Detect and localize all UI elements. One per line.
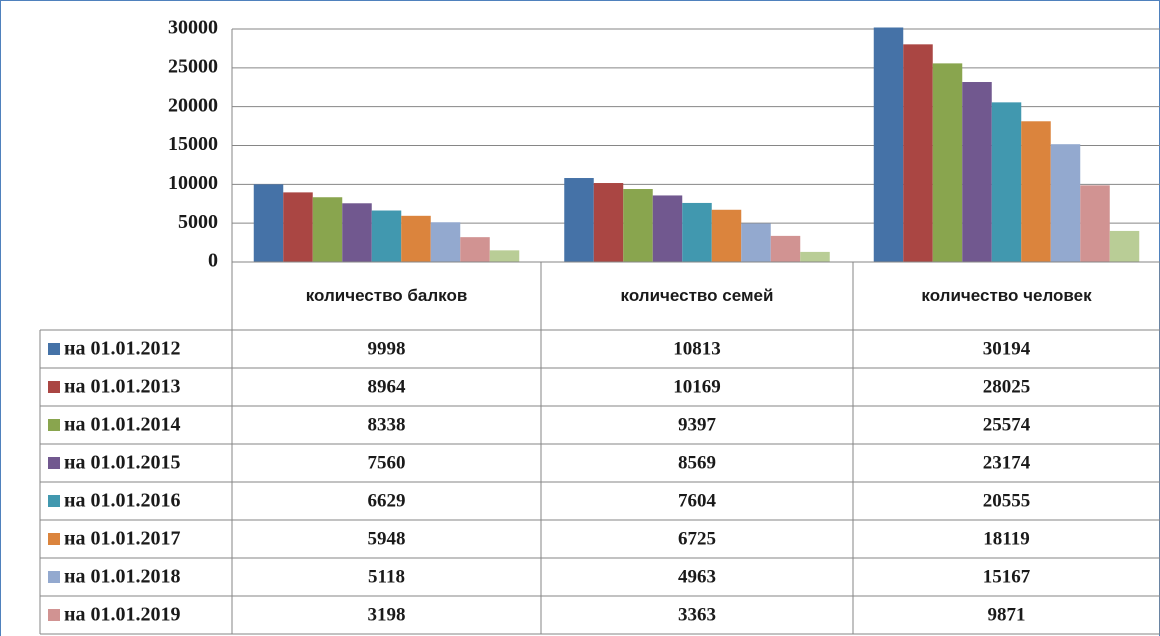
table-value: 30194 [983,338,1031,359]
bar [1109,230,1140,262]
table-value: 18119 [983,528,1029,549]
table-value: 5118 [368,566,405,587]
table-value: 25574 [983,414,1031,435]
legend-swatch [48,609,60,621]
bar [623,189,653,262]
table-value: 15167 [983,566,1031,587]
table-value: 6629 [368,490,406,511]
legend-label: на 01.01.2018 [64,566,181,588]
bar [460,237,490,262]
table-value: 8338 [368,414,406,435]
category-label: количество балков [305,286,468,305]
table-value: 8569 [678,452,716,473]
table-value: 28025 [983,376,1031,397]
bar [873,27,904,262]
bar [401,215,431,262]
legend-swatch [48,457,60,469]
bar [564,178,594,262]
table-value: 10169 [673,376,721,397]
legend-label: на 01.01.2017 [64,528,181,550]
y-tick-label: 30000 [168,17,218,39]
bar [430,222,461,262]
bar [682,202,712,262]
y-tick-label: 25000 [168,55,218,77]
bar [962,82,992,263]
legend-label: на 01.01.2016 [64,490,181,512]
bar [489,250,520,262]
bar [371,210,402,262]
category-label: количество человек [921,286,1092,305]
bar [932,63,963,262]
table-value: 7560 [368,452,406,473]
table-value: 9998 [368,338,406,359]
y-tick-label: 10000 [168,172,218,194]
bar [342,203,372,262]
bar [312,197,343,262]
bar [991,102,1022,262]
bar [652,195,683,262]
bar [711,209,742,262]
legend-label: на 01.01.2014 [64,414,181,436]
y-tick-label: 0 [208,250,218,272]
table-value: 4963 [678,566,716,587]
bar [1021,121,1051,263]
legend-label: на 01.01.2013 [64,376,181,398]
y-tick-label: 15000 [168,133,218,155]
bar [903,44,933,262]
legend-label: на 01.01.2015 [64,452,181,474]
table-value: 10813 [673,338,721,359]
table-value: 5948 [368,528,406,549]
y-tick-label: 20000 [168,94,218,116]
table-value: 9871 [988,604,1026,625]
category-label: количество семей [620,286,774,305]
table-value: 23174 [983,452,1031,473]
table-value: 6725 [678,528,716,549]
table-value: 9397 [678,414,717,435]
table-value: 7604 [678,490,717,511]
legend-swatch [48,343,60,355]
y-tick-label: 5000 [178,211,218,233]
table-value: 20555 [983,490,1031,511]
legend-swatch [48,419,60,431]
bar [593,183,624,262]
bar [800,251,830,262]
legend-swatch [48,533,60,545]
bar [283,192,313,262]
bar [253,184,284,262]
legend-label: на 01.01.2012 [64,338,181,360]
table-value: 3198 [368,604,406,625]
bar [1050,144,1081,262]
legend-label: на 01.01.2019 [64,604,181,626]
bar [770,235,801,262]
bar [1080,185,1110,262]
legend-swatch [48,381,60,393]
legend-swatch [48,571,60,583]
table-value: 8964 [368,376,407,397]
legend-swatch [48,495,60,507]
bar [741,223,771,262]
table-value: 3363 [678,604,716,625]
